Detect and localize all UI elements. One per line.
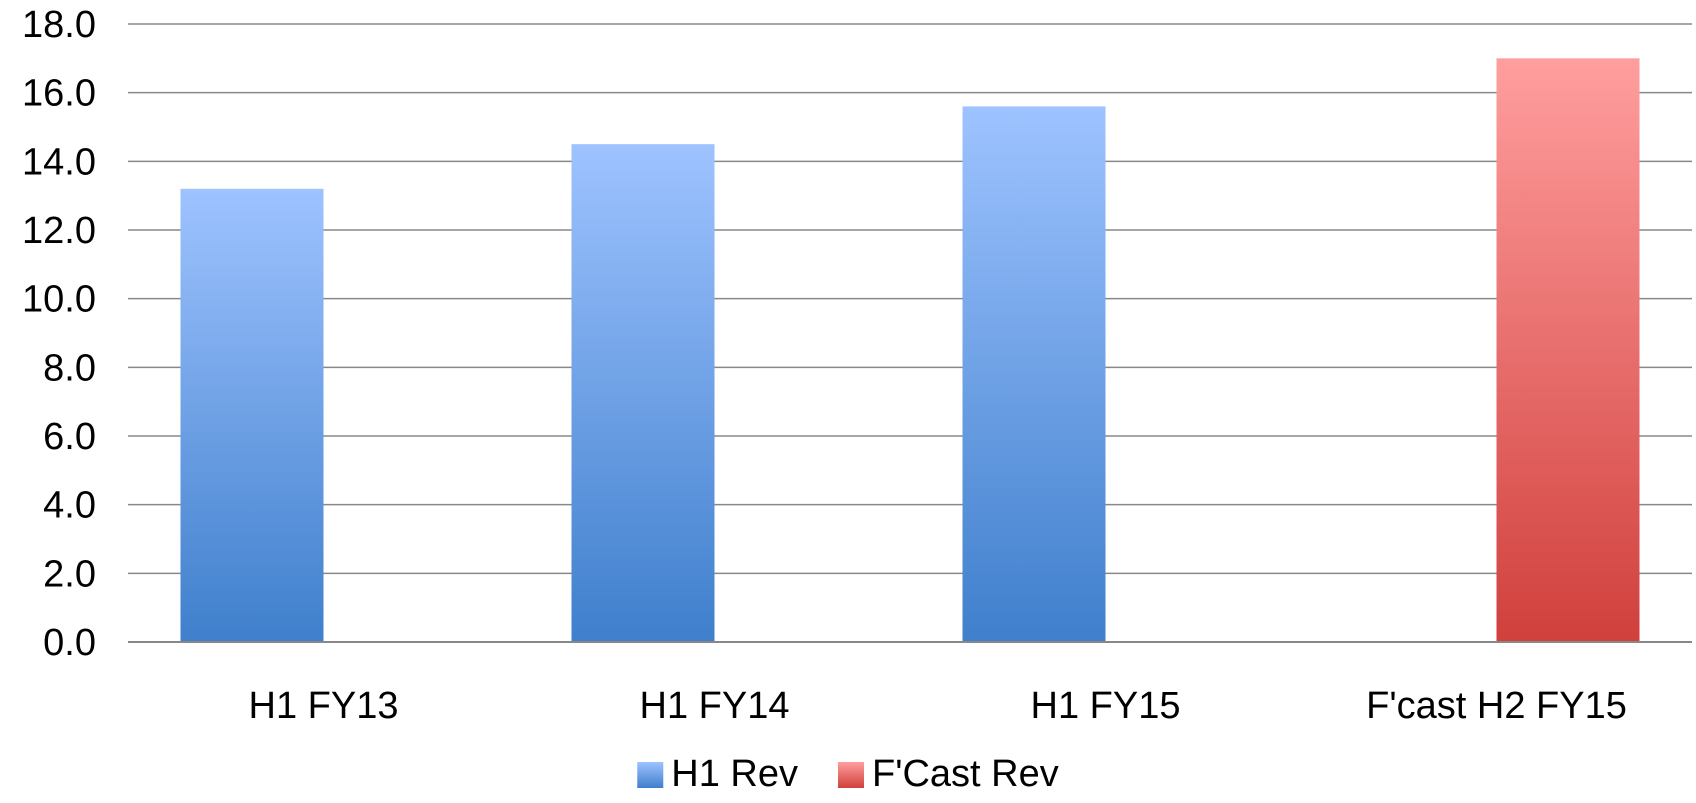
x-category-label: F'cast H2 FY15 [1366,685,1627,727]
legend-label: H1 Rev [671,753,798,795]
bar-h1-rev-2 [962,106,1106,642]
y-tick-label: 4.0 [43,485,96,527]
legend-item-h1-rev: H1 Rev [637,753,798,795]
x-category-label: H1 FY14 [640,685,790,727]
bar-f-cast-rev-3 [1496,58,1640,643]
x-category-label: H1 FY15 [1031,685,1181,727]
x-category-label: H1 FY13 [249,685,399,727]
bars [180,58,1640,643]
y-tick-label: 18.0 [22,4,96,46]
legend-label: F'Cast Rev [872,753,1059,795]
y-axis-tick-labels: 0.0 2.0 4.0 6.0 8.0 10.0 12.0 14.0 16.0 18.0 [22,4,96,664]
x-axis-category-labels: H1 FY13 H1 FY14 H1 FY15 F'cast H2 FY15 [249,685,1627,727]
y-tick-label: 14.0 [22,141,96,183]
y-tick-label: 16.0 [22,73,96,115]
legend-item-f-cast-rev: F'Cast Rev [837,753,1059,795]
y-tick-label: 8.0 [43,347,96,389]
y-tick-label: 6.0 [43,416,96,458]
legend-swatch [837,762,864,788]
bar-h1-rev-0 [180,188,324,643]
y-tick-label: 12.0 [22,210,96,252]
y-tick-label: 0.0 [43,622,96,664]
legend-swatch [637,762,664,788]
y-tick-label: 10.0 [22,279,96,321]
bar-h1-rev-1 [571,144,715,642]
legend: H1 Rev F'Cast Rev [637,753,1059,795]
gridlines [128,23,1692,575]
y-tick-label: 2.0 [43,553,96,595]
